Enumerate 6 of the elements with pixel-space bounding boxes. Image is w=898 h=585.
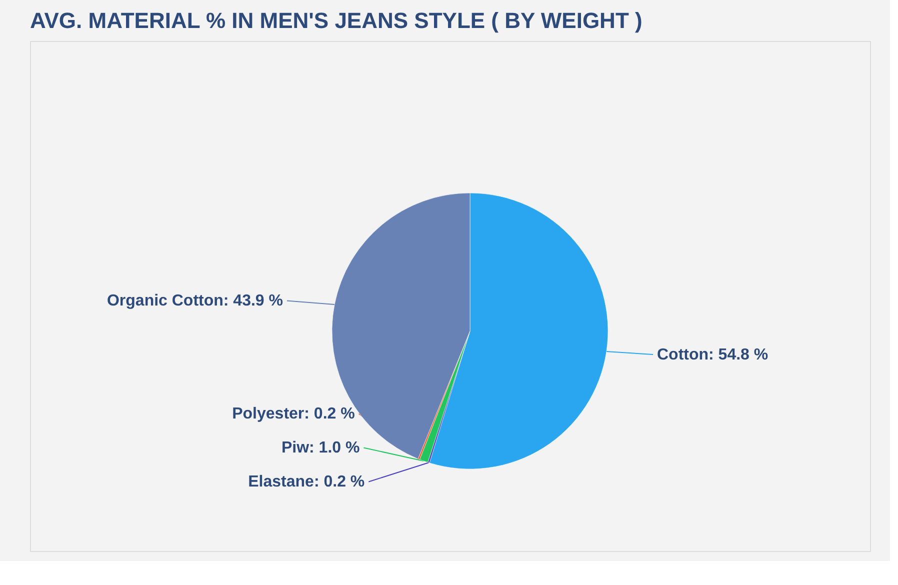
chart-title: AVG. MATERIAL % IN MEN'S JEANS STYLE ( BY WEIGHT ) <box>30 8 642 33</box>
slice-label: Elastane: 0.2 % <box>248 474 365 491</box>
slice-label: Piw: 1.0 % <box>281 440 360 457</box>
slice-label: Organic Cotton: 43.9 % <box>106 292 283 310</box>
slice-label: Polyester: 0.2 % <box>232 406 355 423</box>
slice-label: Cotton: 54.8 % <box>657 346 768 364</box>
